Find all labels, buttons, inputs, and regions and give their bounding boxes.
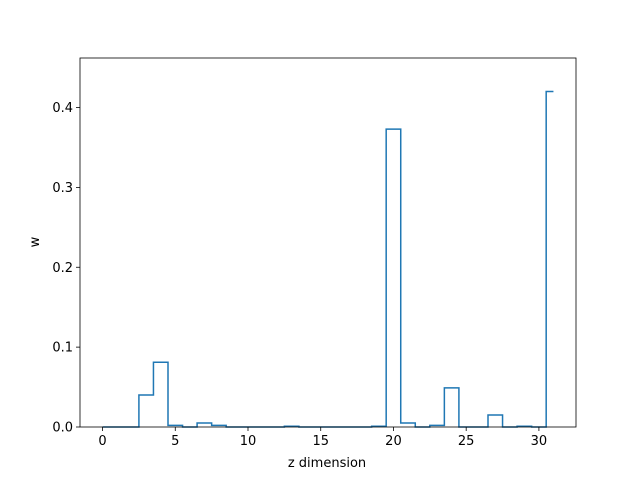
y-tick-label: 0.3 (52, 181, 73, 196)
x-tick-label: 5 (171, 434, 179, 449)
y-tick-label: 0.0 (52, 421, 73, 436)
x-tick-label: 10 (240, 434, 257, 449)
plot-frame (79, 57, 577, 428)
x-tick-label: 25 (458, 434, 475, 449)
x-axis-label: z dimension (288, 456, 366, 471)
x-tick-label: 20 (385, 434, 402, 449)
x-tick-label: 15 (312, 434, 329, 449)
y-tick-label: 0.1 (52, 341, 73, 356)
x-tick-label: 30 (531, 434, 548, 449)
y-axis-label: w (28, 236, 43, 247)
x-tick-label: 0 (98, 434, 106, 449)
y-tick-label: 0.2 (52, 261, 73, 276)
y-tick-label: 0.4 (52, 101, 73, 116)
axes: 0 5 10 15 20 25 30 0.0 0.1 0.2 0.3 0.4 (52, 57, 577, 449)
